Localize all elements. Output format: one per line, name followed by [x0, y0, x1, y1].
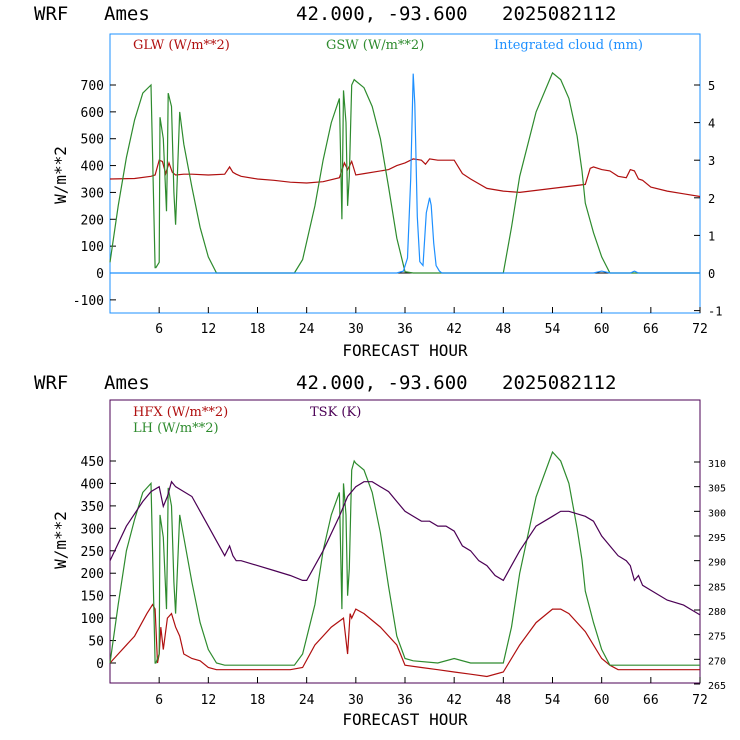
- chart1-x-tick-label: 60: [594, 322, 610, 337]
- chart2-y2-tick-label: 275: [708, 632, 726, 643]
- chart2-series-3-line: [109, 480, 701, 616]
- chart2-init-label: 2025082112: [502, 372, 616, 394]
- chart2-x-tick-label: 30: [348, 693, 364, 708]
- chart1-y-tick-label: 200: [81, 213, 104, 228]
- chart1-y-tick-label: 100: [81, 240, 104, 255]
- chart1-y-tick-label: 500: [81, 133, 104, 148]
- chart1-y-tick-label: 600: [81, 106, 104, 121]
- chart1-x-tick-label: 54: [545, 322, 561, 337]
- chart1-y2-tick-label: 5: [708, 79, 715, 93]
- chart1-y2-tick-label: 0: [708, 267, 715, 281]
- chart2-y-tick-label: 400: [81, 477, 104, 492]
- chart2-y-tick-label: 150: [81, 590, 104, 605]
- chart1-legend-entry-1: GLW (W/m**2): [133, 38, 230, 53]
- chart2-x-tick-label: 48: [496, 693, 512, 708]
- chart1-y2-tick-label: 4: [708, 117, 715, 131]
- chart2-x-axis-label: FORECAST HOUR: [342, 710, 468, 729]
- chart1-init-label: 2025082112: [502, 3, 616, 25]
- chart1-x-tick-label: 18: [250, 322, 266, 337]
- chart1-legend-entry-2: GSW (W/m**2): [326, 38, 424, 53]
- chart2-model-label: WRF: [34, 372, 68, 394]
- chart2-legend-entry-1: HFX (W/m**2): [133, 405, 228, 420]
- chart2-y2-tick-label: 270: [708, 656, 726, 667]
- chart1-y-tick-label: 700: [81, 79, 104, 94]
- chart2-x-tick-label: 36: [397, 693, 413, 708]
- chart2-y-tick-label: 100: [81, 612, 104, 627]
- chart1-series-2-line: [109, 71, 700, 274]
- chart1-x-tick-label: 36: [397, 322, 413, 337]
- chart2-y-tick-label: 50: [88, 635, 104, 650]
- chart1-y-tick-label: 400: [81, 160, 104, 175]
- chart2-y-tick-label: 450: [81, 455, 104, 470]
- chart2-y2-tick-label: 265: [708, 681, 726, 692]
- chart2-y-tick-label: 300: [81, 522, 104, 537]
- chart1-y2-tick-label: 1: [708, 229, 715, 243]
- chart2-x-tick-label: 24: [299, 693, 315, 708]
- chart2-legend-entry-3: TSK (K): [310, 405, 361, 420]
- chart1-series-3-line: [110, 73, 700, 274]
- chart1-y-tick-label: 300: [81, 186, 104, 201]
- chart2-x-tick-label: 42: [446, 693, 462, 708]
- chart2-y-axis-label: W/m**2: [51, 511, 70, 569]
- chart2-x-tick-label: 72: [692, 693, 708, 708]
- chart1-x-tick-label: 6: [155, 322, 163, 337]
- chart1-y-tick-label: 0: [96, 267, 104, 282]
- chart2-y2-tick-label: 300: [708, 508, 726, 519]
- chart2-x-tick-label: 12: [201, 693, 217, 708]
- chart2-x-tick-label: 60: [594, 693, 610, 708]
- chart1-x-tick-label: 48: [496, 322, 512, 337]
- chart1-coords-label: 42.000, -93.600: [296, 3, 468, 25]
- chart2-legend-entry-2: LH (W/m**2): [133, 421, 219, 436]
- chart1-legend-entry-3: Integrated cloud (mm): [494, 38, 643, 53]
- chart1-y-axis-label: W/m**2: [51, 146, 70, 204]
- chart2-y-tick-label: 250: [81, 545, 104, 560]
- chart1-y2-tick-label: -1: [708, 305, 722, 319]
- chart1-y2-tick-label: 3: [708, 154, 715, 168]
- chart2-location-label: Ames: [104, 372, 150, 394]
- chart2-y2-tick-label: 305: [708, 484, 726, 495]
- chart1-series-1-line: [109, 158, 701, 198]
- chart2-y2-tick-label: 290: [708, 558, 726, 569]
- chart1-location-label: Ames: [104, 3, 150, 25]
- chart2-x-tick-label: 18: [250, 693, 266, 708]
- chart2-y2-tick-label: 285: [708, 582, 726, 593]
- chart2-series-2-line: [109, 450, 700, 666]
- chart1-x-tick-label: 24: [299, 322, 315, 337]
- chart2-plot-frame: [109, 399, 701, 684]
- chart2-x-tick-label: 6: [155, 693, 163, 708]
- chart2-series-1-line: [109, 603, 700, 678]
- chart1-x-tick-label: 12: [201, 322, 217, 337]
- chart1-y-tick-label: -100: [73, 294, 104, 309]
- chart2-x-tick-label: 66: [643, 693, 659, 708]
- chart2-y2-tick-label: 295: [708, 533, 726, 544]
- chart1-x-tick-label: 72: [692, 322, 708, 337]
- chart1-x-tick-label: 42: [446, 322, 462, 337]
- chart2-x-tick-label: 54: [545, 693, 561, 708]
- chart1-x-axis-label: FORECAST HOUR: [342, 341, 468, 360]
- chart2-y-tick-label: 0: [96, 657, 104, 672]
- chart1-y2-tick-label: 2: [708, 192, 715, 206]
- chart2-y-tick-label: 350: [81, 500, 104, 515]
- chart1-x-tick-label: 30: [348, 322, 364, 337]
- chart1-x-tick-label: 66: [643, 322, 659, 337]
- chart1-model-label: WRF: [34, 3, 68, 25]
- chart2-y2-tick-label: 310: [708, 459, 726, 470]
- chart2-coords-label: 42.000, -93.600: [296, 372, 468, 394]
- chart2-y-tick-label: 200: [81, 567, 104, 582]
- chart2-y2-tick-label: 280: [708, 607, 726, 618]
